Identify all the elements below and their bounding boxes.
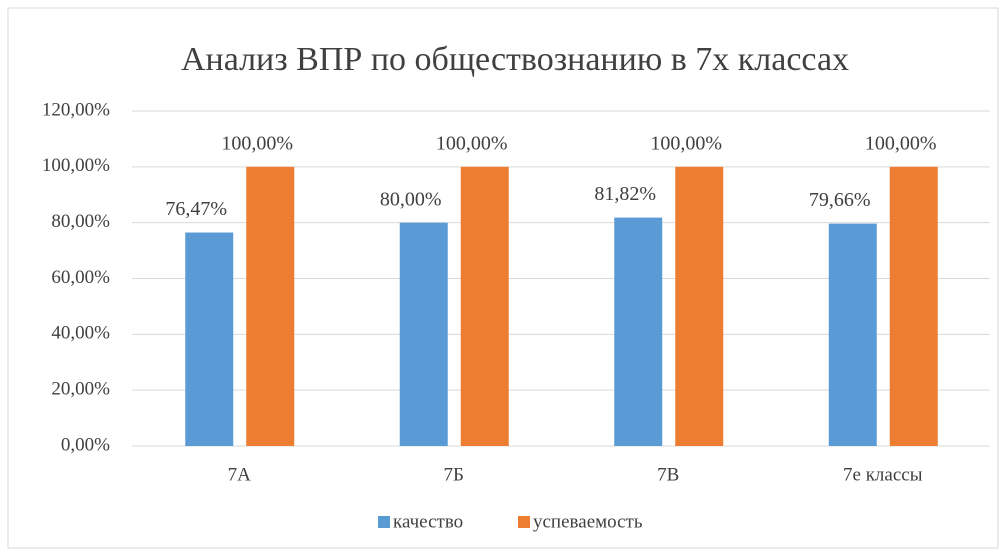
- legend-swatch: [378, 516, 390, 528]
- data-label: 100,00%: [221, 132, 293, 154]
- chart-title: Анализ ВПР по обществознанию в 7х класса…: [181, 41, 849, 78]
- x-tick-label: 7А: [228, 464, 252, 485]
- legend-swatch: [518, 516, 530, 528]
- data-label: 76,47%: [165, 198, 227, 220]
- y-tick-label: 20,00%: [51, 379, 110, 400]
- y-tick-label: 0,00%: [61, 434, 110, 455]
- x-tick-label: 7е классы: [843, 464, 923, 485]
- bar: [828, 223, 877, 446]
- data-label: 79,66%: [809, 189, 871, 211]
- data-label: 100,00%: [650, 132, 722, 154]
- bar: [460, 166, 509, 447]
- y-tick-label: 100,00%: [42, 155, 110, 176]
- y-tick-label: 80,00%: [51, 211, 110, 232]
- bar: [889, 166, 938, 447]
- bar: [675, 166, 724, 447]
- data-label: 100,00%: [865, 132, 937, 154]
- legend-label: успеваемость: [533, 511, 643, 532]
- bar: [246, 166, 295, 447]
- x-tick-label: 7Б: [444, 464, 464, 485]
- data-label: 81,82%: [594, 183, 656, 205]
- y-tick-label: 60,00%: [51, 267, 110, 288]
- bar: [614, 217, 663, 446]
- x-tick-label: 7В: [657, 464, 679, 485]
- data-label: 80,00%: [380, 188, 442, 210]
- data-label: 100,00%: [436, 132, 508, 154]
- legend-label: качество: [393, 511, 463, 532]
- bar: [399, 222, 448, 446]
- y-tick-label: 120,00%: [42, 99, 110, 120]
- bar: [185, 232, 234, 446]
- y-tick-label: 40,00%: [51, 323, 110, 344]
